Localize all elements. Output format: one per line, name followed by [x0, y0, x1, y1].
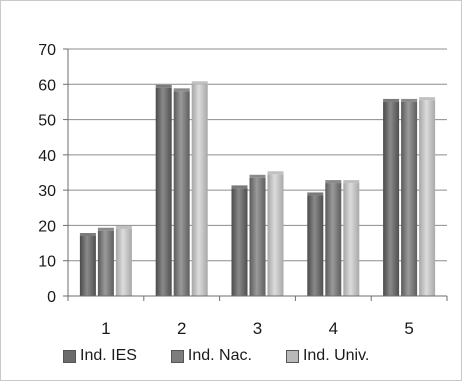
- bar-top: [231, 185, 248, 189]
- bar: [325, 183, 342, 296]
- y-tick-label: 70: [38, 42, 56, 59]
- legend-swatch: [170, 349, 184, 363]
- legend-item: Ind. Univ.: [285, 347, 370, 365]
- bar-top: [307, 192, 324, 196]
- bar-top: [383, 98, 400, 102]
- legend-item: Ind. Nac.: [170, 347, 252, 365]
- legend: Ind. IES Ind. Nac. Ind. Univ.: [63, 347, 369, 365]
- bar: [115, 228, 132, 296]
- y-tick-label: 0: [47, 289, 56, 306]
- bar: [97, 230, 114, 296]
- y-tick-label: 10: [38, 254, 56, 271]
- y-tick-label: 40: [38, 148, 56, 165]
- bar: [307, 195, 324, 296]
- bar-top: [97, 227, 114, 231]
- legend-swatch: [63, 349, 76, 363]
- bar-top: [249, 174, 266, 178]
- bar-top: [173, 88, 190, 92]
- bar-top: [79, 233, 96, 237]
- bar-top: [419, 97, 436, 101]
- legend-label: Ind. Nac.: [187, 347, 252, 364]
- bar: [155, 87, 172, 296]
- x-tick-label: 5: [404, 319, 413, 338]
- x-tick-label: 3: [253, 319, 262, 338]
- x-tick-label: 2: [177, 319, 186, 338]
- y-tick-label: 60: [38, 77, 56, 94]
- bar: [249, 177, 266, 296]
- bar-top: [191, 81, 208, 85]
- bar: [79, 236, 96, 296]
- legend-swatch: [285, 349, 299, 363]
- bar: [191, 84, 208, 297]
- y-tick-label: 20: [38, 218, 56, 235]
- x-tick-label: 1: [101, 319, 110, 338]
- y-tick-label: 30: [38, 183, 56, 200]
- axes: [63, 48, 448, 301]
- bar-top: [115, 225, 132, 229]
- bar: [419, 100, 436, 297]
- bar: [383, 101, 400, 296]
- bar-top: [155, 84, 172, 88]
- x-tick-label: 4: [329, 319, 338, 338]
- legend-item: Ind. IES: [63, 347, 137, 365]
- bar-top: [343, 180, 360, 184]
- bar: [267, 174, 284, 296]
- bar: [343, 183, 360, 296]
- legend-label: Ind. Univ.: [302, 347, 370, 364]
- bar-top: [267, 171, 284, 175]
- bar: [401, 101, 418, 296]
- bar: [173, 91, 190, 296]
- bar: [231, 188, 248, 296]
- bar-top: [401, 98, 418, 102]
- legend-label: Ind. IES: [80, 347, 137, 364]
- x-tick-labels: 1 2 3 4 5: [101, 319, 414, 338]
- y-tick-labels: 0 10 20 30 40 50 60 70: [38, 42, 56, 306]
- y-tick-label: 50: [38, 113, 56, 130]
- bars: [79, 81, 436, 297]
- bar-top: [325, 180, 342, 184]
